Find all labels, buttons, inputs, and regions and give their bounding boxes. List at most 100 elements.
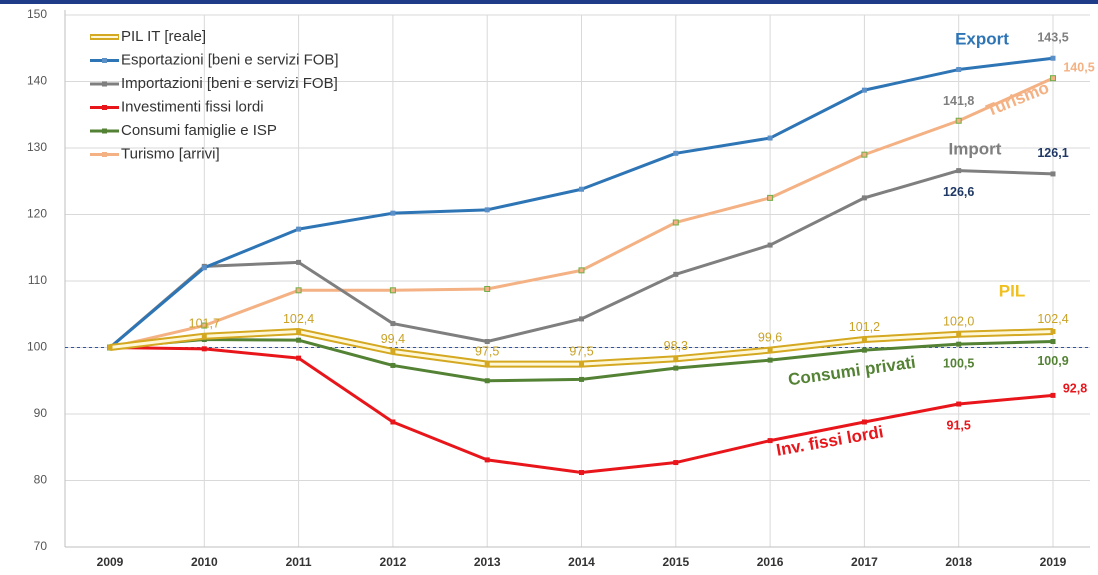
x-tick-label: 2012 — [380, 555, 407, 569]
point-marker — [484, 339, 490, 345]
point-marker — [579, 376, 584, 382]
legend-marker — [102, 58, 107, 63]
value-label: 101,2 — [849, 320, 880, 334]
x-tick-label: 2013 — [474, 555, 501, 569]
point-marker — [579, 470, 584, 476]
point-marker — [767, 347, 773, 353]
annotation: PIL — [999, 281, 1025, 300]
point-marker — [579, 361, 584, 367]
point-marker — [861, 419, 867, 425]
legend-label: Esportazioni [beni e servizi FOB] — [121, 51, 339, 68]
y-tick-label: 140 — [27, 74, 47, 88]
x-tick-label: 2009 — [97, 555, 124, 569]
y-tick-label: 100 — [27, 340, 47, 354]
point-marker — [484, 378, 490, 384]
point-marker — [861, 87, 867, 93]
point-marker — [956, 67, 962, 73]
point-marker — [767, 135, 773, 141]
legend-marker — [102, 105, 107, 110]
value-label: 100,9 — [1037, 354, 1068, 368]
point-marker — [956, 331, 962, 337]
point-marker — [578, 267, 585, 274]
value-label: 101,7 — [189, 316, 220, 330]
annotation: Consumi privati — [787, 353, 917, 390]
point-marker — [1050, 55, 1056, 61]
legend-label: Importazioni [beni e servizi FOB] — [121, 75, 338, 92]
x-tick-label: 2011 — [286, 555, 312, 569]
point-marker — [861, 347, 867, 353]
point-marker — [673, 150, 679, 156]
value-label: 92,8 — [1063, 382, 1087, 396]
x-tick-label: 2019 — [1040, 555, 1067, 569]
point-marker — [484, 285, 491, 292]
point-marker — [201, 265, 207, 271]
point-marker — [390, 210, 396, 216]
point-marker — [767, 438, 773, 444]
y-tick-label: 80 — [34, 473, 48, 487]
x-tick-label: 2010 — [191, 555, 218, 569]
point-marker — [673, 356, 679, 362]
point-marker — [295, 287, 302, 294]
value-label: 141,8 — [943, 94, 974, 108]
value-label: 99,4 — [381, 332, 405, 346]
value-label: 100,5 — [943, 356, 974, 370]
value-label: 97,5 — [569, 344, 593, 358]
point-marker — [579, 316, 584, 322]
legend-label: Turismo [arrivi] — [121, 145, 220, 162]
point-marker — [296, 259, 302, 265]
annotation: Export — [955, 29, 1009, 48]
point-marker — [390, 348, 396, 354]
point-marker — [484, 457, 490, 463]
point-marker — [861, 151, 868, 158]
value-label: 143,5 — [1037, 31, 1068, 45]
legend-marker — [102, 152, 107, 157]
value-label: 98,3 — [664, 339, 688, 353]
value-label: 126,1 — [1037, 146, 1068, 160]
legend-marker — [102, 81, 107, 87]
x-tick-label: 2018 — [945, 555, 972, 569]
point-marker — [767, 242, 773, 248]
value-label: 91,5 — [947, 418, 971, 432]
point-marker — [673, 271, 679, 277]
annotation: Import — [949, 139, 1002, 158]
value-label: 99,6 — [758, 330, 782, 344]
x-tick-label: 2016 — [757, 555, 784, 569]
point-marker — [861, 337, 867, 343]
point-marker — [296, 329, 302, 335]
point-marker — [861, 195, 867, 201]
point-marker — [201, 322, 208, 329]
value-label: 102,4 — [283, 312, 314, 326]
point-marker — [672, 219, 679, 226]
point-marker — [1050, 392, 1056, 398]
point-marker — [201, 346, 207, 352]
value-label: 126,6 — [943, 185, 974, 199]
point-marker — [767, 357, 773, 363]
point-marker — [956, 341, 962, 347]
point-marker — [296, 355, 302, 361]
point-marker — [955, 117, 962, 124]
value-label: 102,0 — [943, 314, 974, 328]
point-marker — [390, 419, 396, 425]
point-marker — [1050, 339, 1056, 345]
y-tick-label: 90 — [34, 406, 48, 420]
point-marker — [296, 226, 302, 232]
point-marker — [201, 333, 207, 339]
point-marker — [1050, 329, 1056, 335]
x-tick-label: 2017 — [851, 555, 878, 569]
point-marker — [390, 362, 396, 368]
point-marker — [673, 460, 679, 466]
point-marker — [389, 287, 396, 294]
point-marker — [767, 194, 774, 201]
y-tick-label: 150 — [27, 7, 47, 21]
y-tick-label: 130 — [27, 140, 47, 154]
y-tick-label: 120 — [27, 207, 47, 221]
x-tick-label: 2014 — [568, 555, 595, 569]
x-tick-label: 2015 — [662, 555, 689, 569]
point-marker — [956, 168, 962, 174]
point-marker — [107, 345, 113, 350]
legend-label: Consumi famiglie e ISP — [121, 122, 277, 139]
point-marker — [296, 337, 302, 343]
point-marker — [484, 361, 490, 367]
y-tick-label: 110 — [28, 273, 47, 287]
